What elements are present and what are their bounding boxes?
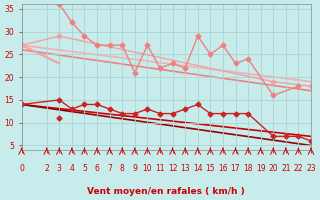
X-axis label: Vent moyen/en rafales ( km/h ): Vent moyen/en rafales ( km/h ) xyxy=(87,187,245,196)
